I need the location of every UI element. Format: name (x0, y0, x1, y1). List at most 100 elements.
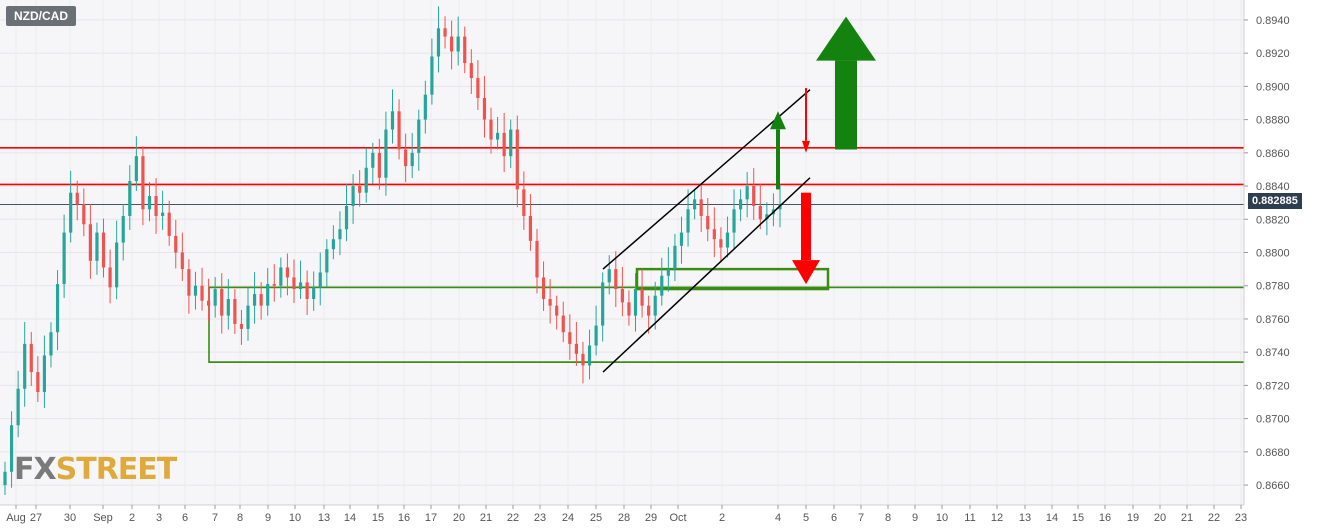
arrow-down-shaft (801, 192, 811, 261)
y-tick-label: 0.8900 (1256, 81, 1290, 93)
candle-body (134, 156, 138, 182)
candle-body (128, 181, 132, 216)
x-tick-label: 24 (562, 512, 574, 524)
x-tick-label: 4 (775, 512, 781, 524)
x-tick-label: 9 (912, 512, 918, 524)
candle-body (298, 282, 303, 290)
x-tick-label: 21 (480, 512, 492, 524)
x-tick-label: 8 (237, 512, 243, 524)
candle-body (627, 302, 631, 316)
x-tick-label: 29 (645, 512, 657, 524)
x-tick-label: 3 (156, 512, 162, 524)
y-tick-label: 0.8800 (1256, 248, 1290, 260)
candle-body (272, 284, 276, 286)
candle-body (16, 388, 20, 426)
candle-body (712, 229, 716, 240)
symbol-badge: NZD/CAD (6, 6, 76, 26)
candle-body (509, 129, 513, 157)
candle-body (154, 196, 158, 216)
candle-body (574, 343, 578, 354)
candle-body (338, 229, 342, 240)
candle-body (207, 300, 211, 306)
annotation-arrows (770, 16, 876, 285)
x-tick-label: 23 (1235, 512, 1247, 524)
x-tick-label: 2 (719, 512, 725, 524)
candle-body (456, 36, 460, 52)
candle-body (686, 209, 690, 233)
candle-body (141, 156, 145, 210)
candle-body (252, 294, 257, 306)
candle-body (397, 111, 401, 150)
candle-body (187, 269, 191, 296)
arrow-down-head (792, 260, 820, 285)
candle-body (620, 289, 624, 303)
candle-body (167, 212, 171, 236)
candle-body (220, 289, 224, 316)
candle-body (55, 284, 60, 333)
y-tick-label: 0.8880 (1256, 115, 1290, 127)
x-tick-label: 22 (1208, 512, 1220, 524)
x-axis-ticks: Aug 27 30 Sep 2 3 6 7 8 9 10 13 14 15 16 17 20 21 22 23 24 25… (6, 505, 1247, 524)
arrow-up-head (816, 16, 876, 61)
candle-body (101, 232, 106, 268)
arrow-up-shaft (776, 129, 780, 190)
candle-body (200, 285, 204, 301)
candle-body (312, 287, 316, 300)
candle-body (404, 149, 408, 167)
candle-body (9, 425, 14, 472)
x-tick-label: 15 (1072, 512, 1084, 524)
x-tick-label: 5 (803, 512, 809, 524)
candle-body (528, 215, 533, 241)
candle-body (587, 345, 592, 366)
y-tick-label: 0.8920 (1256, 48, 1290, 60)
candle-body (371, 152, 375, 168)
candle-body (279, 267, 283, 286)
x-tick-label: 22 (507, 512, 519, 524)
candle-body (325, 249, 329, 273)
x-tick-label: 15 (372, 512, 384, 524)
candle-body (49, 332, 53, 356)
candle-body (633, 289, 638, 316)
candle-body (548, 299, 552, 306)
candles (3, 6, 782, 496)
candle-body (29, 343, 33, 373)
candle-body (193, 285, 198, 296)
candle-body (36, 372, 40, 393)
candle-body (115, 242, 119, 288)
fxstreet-logo: FXSTREET (14, 452, 178, 487)
y-tick-label: 0.8740 (1256, 347, 1290, 359)
x-tick-label: 16 (1099, 512, 1111, 524)
candle-body (647, 305, 651, 316)
candle-body (541, 277, 546, 300)
candle-body (653, 295, 657, 316)
candle-body (95, 232, 99, 261)
candle-body (3, 471, 7, 486)
x-tick-label: 14 (1046, 512, 1058, 524)
candle-body (581, 353, 585, 366)
logo-street: STREET (55, 452, 178, 487)
arrow-down-shaft (805, 88, 807, 141)
candle-body (246, 305, 250, 329)
x-tick-label: 13 (1019, 512, 1031, 524)
candle-body (180, 252, 184, 270)
x-tick-label: 10 (289, 512, 301, 524)
x-tick-label: 10 (936, 512, 948, 524)
x-tick-label: 23 (534, 512, 546, 524)
candle-body (732, 209, 736, 233)
y-tick-label: 0.8760 (1256, 314, 1290, 326)
candle-body (463, 36, 467, 64)
candle-body (318, 272, 322, 288)
candle-body (758, 205, 762, 220)
x-tick-label: 12 (991, 512, 1003, 524)
candle-body (88, 224, 92, 261)
support-zone-outline (208, 286, 1244, 363)
candle-body (305, 282, 309, 300)
candle-body (436, 28, 441, 57)
x-tick-label: 19 (1127, 512, 1139, 524)
x-tick-label: 13 (318, 512, 330, 524)
y-tick-label: 0.8820 (1256, 214, 1290, 226)
arrow-up-head (770, 111, 786, 130)
candle-body (390, 111, 395, 130)
candle-body (614, 269, 618, 290)
